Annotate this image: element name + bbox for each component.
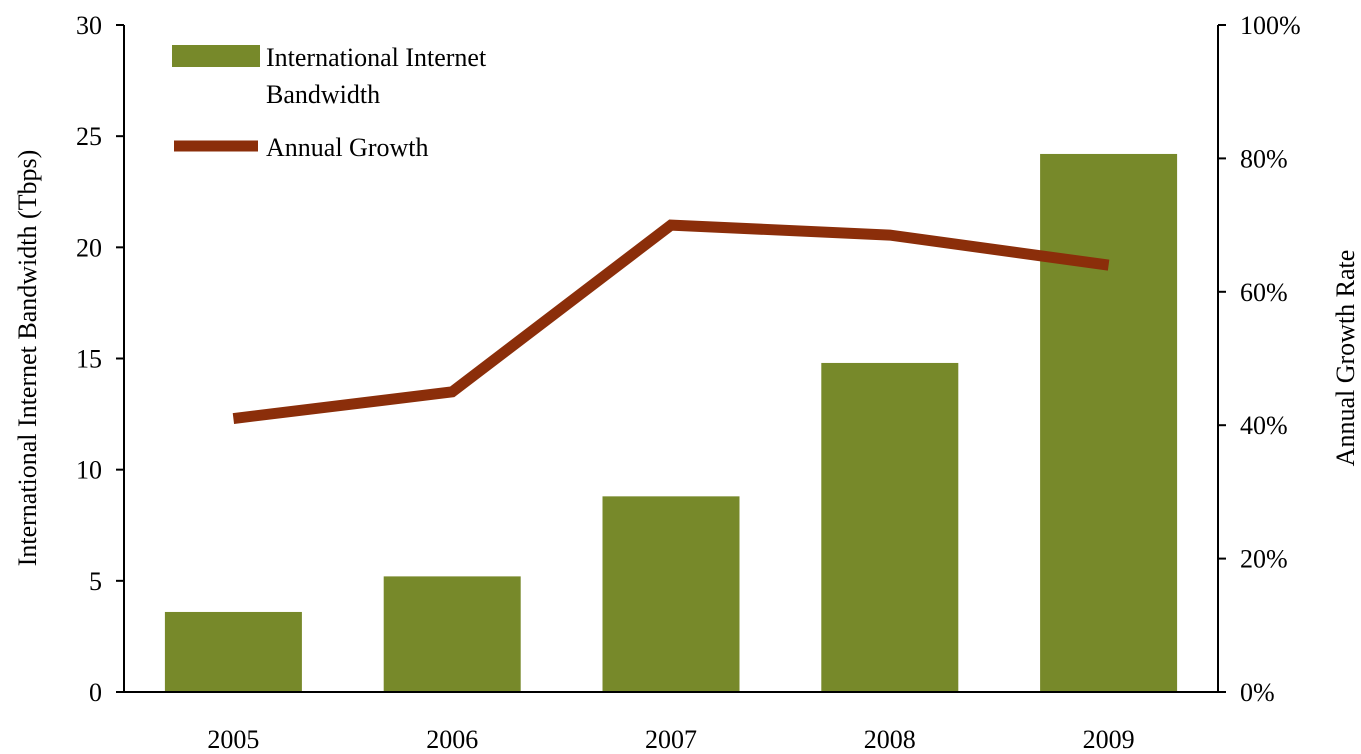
legend: International Internet Bandwidth Annual … [172,43,487,162]
y-right-tick-label: 80% [1240,144,1288,173]
legend-label-bandwidth-line1: International Internet [266,43,487,72]
x-tick-label: 2006 [426,725,478,754]
y-left-tick-label: 10 [76,456,102,485]
bar-2009 [1040,153,1178,692]
y-left-tick-label: 15 [76,345,102,374]
y-left-tick-label: 30 [76,11,102,40]
y-left-tick-label: 25 [76,122,102,151]
y-right-tick-label: 40% [1240,411,1288,440]
bar-2008 [821,362,959,692]
legend-label-growth: Annual Growth [266,133,428,162]
y-axis-right-title: Annual Growth Rate [1331,250,1360,467]
y-axis-left-title: International Internet Bandwidth (Tbps) [13,150,42,567]
x-tick-label: 2008 [864,725,916,754]
bars-layer [164,153,1178,692]
bar-2005 [164,611,302,692]
growth-line [232,219,1110,424]
y-left-tick-label: 20 [76,233,102,262]
ticks-layer: 0 5 10 15 20 25 30 0% 20% 40% 60% 80% 100% 2005 2006 20… [76,11,1301,754]
y-right-tick-label: 0% [1240,678,1275,707]
y-right-tick-label: 60% [1240,278,1288,307]
legend-swatch-bandwidth [172,45,260,67]
y-right-tick-label: 100% [1240,11,1301,40]
y-left-tick-label: 0 [89,678,102,707]
line-layer [232,219,1110,424]
x-tick-label: 2007 [645,725,697,754]
y-left-tick-label: 5 [89,567,102,596]
legend-label-bandwidth-line2: Bandwidth [266,80,380,109]
bar-2007 [602,496,740,692]
bar-2006 [383,576,521,692]
x-tick-label: 2009 [1083,725,1135,754]
y-right-tick-label: 20% [1240,545,1288,574]
x-tick-label: 2005 [207,725,259,754]
